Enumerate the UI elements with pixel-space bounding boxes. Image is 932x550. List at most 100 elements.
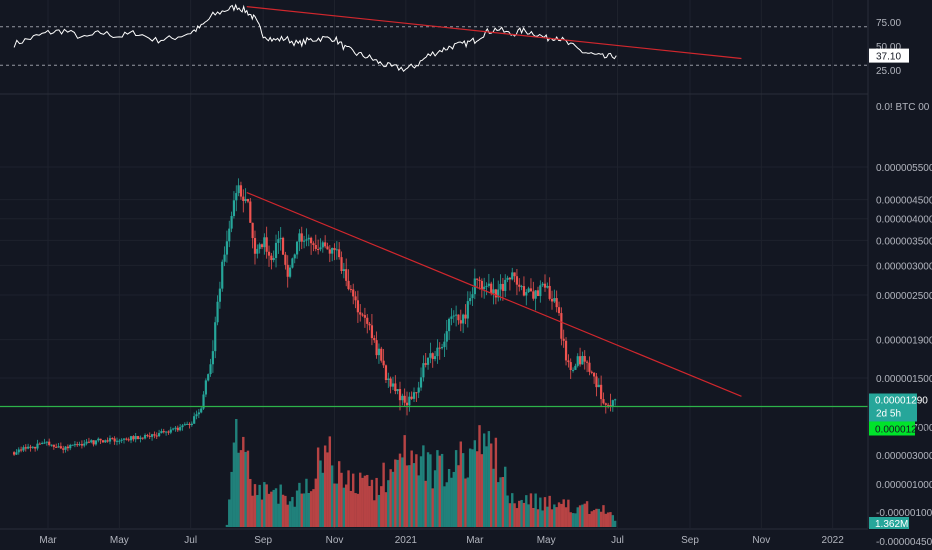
price-axis-top-label: 0.0! BTC 00 [876,102,930,113]
candle-body [419,377,423,388]
candle-body [57,446,60,448]
volume-bar [295,490,299,527]
volume-bar [307,493,310,527]
time-tick-label: 2021 [395,535,418,546]
candle-body [410,396,413,399]
volume-bar [590,511,593,527]
candle-body [459,320,462,324]
candle-body [515,276,519,285]
candle-body [111,438,114,440]
candle-body [324,242,327,247]
oscillator-tick-label: 25.00 [876,66,901,77]
candle-body [274,242,278,259]
candle-body [466,301,469,319]
candle-body [340,257,343,272]
candle-body [564,340,568,361]
volume-bar [606,512,610,527]
candle-body [146,435,149,437]
volume-bar [478,425,481,527]
volume-bar [352,473,355,527]
volume-bar [408,465,411,527]
volume-bar [377,494,381,527]
candle-body [469,298,472,302]
volume-bar [602,505,605,527]
candle-body [113,438,116,442]
candle-body [576,356,579,366]
volume-bar [265,484,268,527]
drawing-lines[interactable] [0,191,868,408]
volume-bar [536,509,540,527]
current-price-tag [869,393,917,422]
volume-bar [546,506,549,527]
volume-bar [438,455,441,527]
volume-bar [440,453,444,527]
candle-body [48,441,51,445]
time-tick-label: Nov [326,535,344,546]
volume-bar [384,492,388,527]
candle-body [179,427,182,431]
candle-body [230,216,233,229]
candle-body [398,389,402,401]
volume-bar [274,488,278,527]
time-tick-label: Sep [254,535,272,546]
candle-body [485,285,488,287]
candle-body [352,289,355,297]
volume-bar [246,450,250,527]
volume-bar [354,493,357,527]
candle-body [415,392,418,394]
candle-body [310,237,313,244]
candle-body [71,444,74,446]
volume-bar [375,477,378,527]
candle-body [422,363,425,378]
time-tick-label: May [537,535,556,546]
oscillator-trendline[interactable] [246,6,742,60]
candle-body [312,243,315,246]
volume-bar [333,483,336,527]
time-axis[interactable]: Mar May Jul Sep Nov 2021 Mar May Jul Sep Nov 2022 [0,528,868,550]
candle-body [136,436,140,440]
volume-bar [342,487,346,527]
candle-body [256,248,259,254]
candle-body [307,237,310,240]
volume-bar [314,478,317,527]
candle-body [611,400,614,407]
candle-body [483,286,486,290]
candle-body [258,244,261,249]
candle-body [342,269,345,272]
candle-body [225,241,229,255]
volume-bar [239,450,243,527]
horizontal-grid [0,166,868,379]
oscillator-panel[interactable] [0,3,868,72]
candle-body [242,196,245,201]
candle-body [122,438,126,440]
price-axis[interactable]: 25.00 50.00 75.00 37.10 0.0! BTC 00 0.0000055… [867,0,932,550]
candle-body [298,233,301,242]
volume-bar [585,501,589,527]
volume-bar [370,479,374,527]
candle-body [534,290,537,299]
candle-body [377,348,381,356]
volume-bar [480,454,484,527]
candle-body [597,384,600,388]
candle-body [317,248,320,250]
candle-body [36,443,39,449]
volume-bar [251,495,254,527]
candle-body [464,314,467,319]
candle-body [183,424,186,426]
volume-bar [237,452,240,527]
candle-body [127,439,130,441]
candle-body [569,362,572,371]
volume-bar [412,463,416,527]
price-trendline[interactable] [246,191,742,397]
candle-body [387,378,390,381]
candle-body [64,446,67,450]
support-price-tag [869,421,915,436]
candle-body [244,199,247,201]
volume-bar [464,478,467,527]
candle-body [155,435,158,437]
candle-body [478,279,481,281]
candle-body [27,446,30,449]
time-tick-label: Sep [681,535,699,546]
